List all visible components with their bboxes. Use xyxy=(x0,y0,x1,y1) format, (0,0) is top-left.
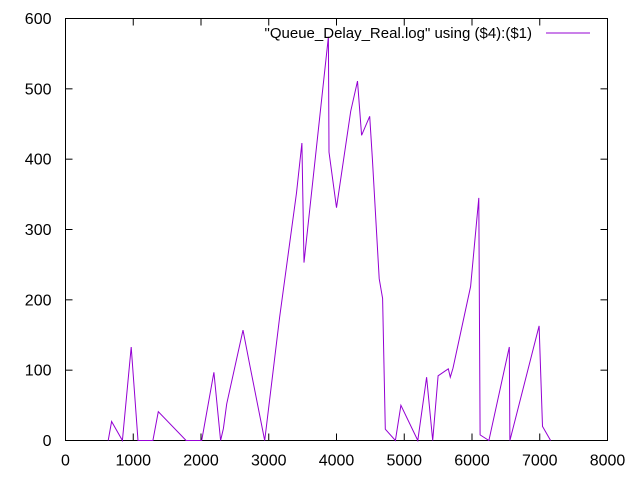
series-lines xyxy=(107,36,552,443)
y-tick-label: 200 xyxy=(25,292,52,309)
x-tick-label: 3000 xyxy=(251,453,287,470)
series-line xyxy=(107,36,552,443)
y-tick-label: 300 xyxy=(25,222,52,239)
plot-frame xyxy=(65,18,608,441)
legend-label: "Queue_Delay_Real.log" using ($4):($1) xyxy=(265,25,532,42)
x-tick-label: 1000 xyxy=(115,453,151,470)
legend: "Queue_Delay_Real.log" using ($4):($1) xyxy=(265,25,590,42)
x-axis-tick-labels: 0 1000 2000 3000 4000 5000 6000 7000 8000 xyxy=(61,453,625,470)
y-tick-label: 600 xyxy=(25,11,52,28)
y-tick-label: 0 xyxy=(43,433,52,450)
y-tick-label: 100 xyxy=(25,363,52,380)
y-tick-label: 500 xyxy=(25,81,52,98)
x-tick-label: 6000 xyxy=(454,453,490,470)
y-tick-label: 400 xyxy=(25,152,52,169)
x-tick-label: 0 xyxy=(61,453,70,470)
x-tick-label: 4000 xyxy=(319,453,355,470)
x-tick-label: 2000 xyxy=(183,453,219,470)
y-axis-tick-labels: 0 100 200 300 400 500 600 xyxy=(25,11,52,450)
x-tick-label: 5000 xyxy=(386,453,422,470)
x-tick-label: 8000 xyxy=(590,453,626,470)
x-tick-label: 7000 xyxy=(522,453,558,470)
